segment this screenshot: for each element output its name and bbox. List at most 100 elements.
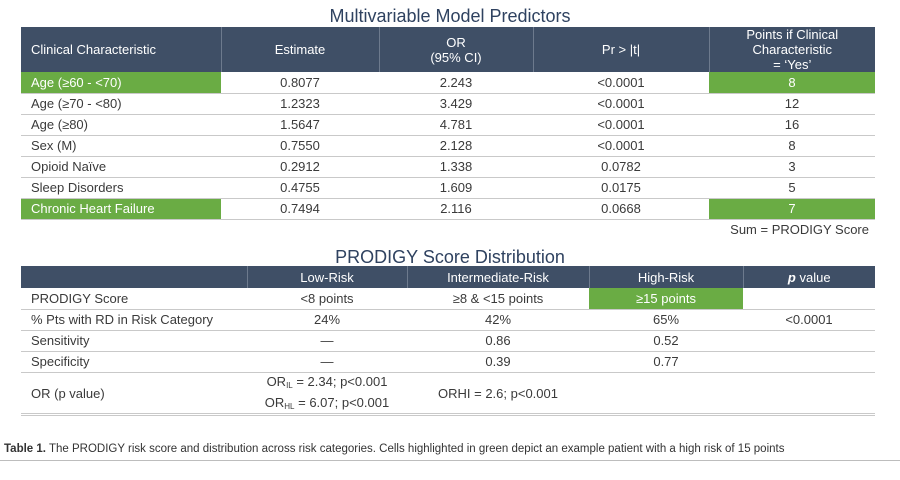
intermediate-cell: ≥8 & <15 points bbox=[407, 288, 589, 310]
or-cell: 3.429 bbox=[379, 93, 533, 115]
low-cell: ORIL = 2.34; p<0.001 ORHL = 6.07; p<0.00… bbox=[247, 372, 407, 416]
table-row: PRODIGY Score <8 points ≥8 & <15 points … bbox=[21, 288, 875, 310]
predictors-header-row: Clinical Characteristic Estimate OR (95% … bbox=[21, 27, 875, 72]
low-cell: 24% bbox=[247, 309, 407, 331]
characteristic-cell: Sex (M) bbox=[21, 135, 221, 157]
estimate-cell: 0.7494 bbox=[221, 198, 379, 220]
high-cell bbox=[589, 372, 743, 416]
p-cell bbox=[743, 288, 875, 310]
header-intermediate-risk: Intermediate-Risk bbox=[407, 266, 590, 288]
low-cell: <8 points bbox=[247, 288, 407, 310]
header-p-value: p value bbox=[743, 266, 875, 288]
or-hl-rest: = 6.07; p<0.001 bbox=[294, 394, 390, 410]
p-cell bbox=[743, 372, 875, 416]
table-caption: Table 1. The PRODIGY risk score and dist… bbox=[4, 443, 784, 455]
estimate-cell: 0.7550 bbox=[221, 135, 379, 157]
table-row: Chronic Heart Failure 0.7494 2.116 0.066… bbox=[21, 198, 875, 220]
points-cell: 3 bbox=[709, 156, 875, 178]
table-row: Opioid Naïve 0.2912 1.338 0.0782 3 bbox=[21, 156, 875, 178]
caption-label: Table 1. bbox=[4, 443, 46, 455]
table-row: Sex (M) 0.7550 2.128 <0.0001 8 bbox=[21, 135, 875, 157]
caption-text: The PRODIGY risk score and distribution … bbox=[45, 443, 785, 455]
or-il-sub: IL bbox=[286, 380, 293, 390]
estimate-cell: 0.2912 bbox=[221, 156, 379, 178]
points-cell: 12 bbox=[709, 93, 875, 115]
header-or-line1: OR bbox=[446, 34, 466, 50]
characteristic-cell: Age (≥80) bbox=[21, 114, 221, 136]
header-points-line1: Points if Clinical Characteristic bbox=[746, 27, 839, 57]
characteristic-cell: Opioid Naïve bbox=[21, 156, 221, 178]
or-cell: 1.338 bbox=[379, 156, 533, 178]
caption-divider bbox=[0, 460, 900, 461]
points-cell: 8 bbox=[709, 72, 875, 94]
table-row: % Pts with RD in Risk Category 24% 42% 6… bbox=[21, 309, 875, 331]
p-cell bbox=[743, 330, 875, 352]
p-cell: <0.0001 bbox=[743, 309, 875, 331]
header-or-line2: (95% CI) bbox=[430, 49, 482, 65]
characteristic-cell: Sleep Disorders bbox=[21, 177, 221, 199]
header-p-italic: p bbox=[787, 269, 796, 285]
low-cell: — bbox=[247, 330, 407, 352]
table2-bottom-divider bbox=[21, 413, 875, 414]
table-row: Specificity — 0.39 0.77 bbox=[21, 351, 875, 373]
row-label: % Pts with RD in Risk Category bbox=[21, 309, 247, 331]
characteristic-cell: Chronic Heart Failure bbox=[21, 198, 221, 220]
header-points: Points if Clinical Characteristic = ‘Yes’ bbox=[709, 27, 875, 72]
characteristic-cell: Age (≥60 - <70) bbox=[21, 72, 221, 94]
or-hl-prefix: OR bbox=[264, 394, 285, 410]
pr-cell: 0.0782 bbox=[533, 156, 709, 178]
high-cell: 0.52 bbox=[589, 330, 743, 352]
sum-label: Sum = PRODIGY Score bbox=[730, 222, 869, 238]
header-estimate: Estimate bbox=[221, 27, 380, 72]
header-p-rest: value bbox=[795, 269, 831, 285]
sum-row: Sum = PRODIGY Score bbox=[21, 219, 875, 240]
table-row: Age (≥80) 1.5647 4.781 <0.0001 16 bbox=[21, 114, 875, 136]
header-pr: Pr > |t| bbox=[533, 27, 710, 72]
table-row: Age (≥60 - <70) 0.8077 2.243 <0.0001 8 bbox=[21, 72, 875, 94]
estimate-cell: 1.2323 bbox=[221, 93, 379, 115]
points-cell: 16 bbox=[709, 114, 875, 136]
or-cell: 2.243 bbox=[379, 72, 533, 94]
pr-cell: <0.0001 bbox=[533, 72, 709, 94]
low-cell: — bbox=[247, 351, 407, 373]
table-row: Sleep Disorders 0.4755 1.609 0.0175 5 bbox=[21, 177, 875, 199]
characteristic-cell: Age (≥70 - <80) bbox=[21, 93, 221, 115]
row-label: OR (p value) bbox=[21, 372, 247, 416]
intermediate-cell: ORHI = 2.6; p<0.001 bbox=[407, 372, 589, 416]
table-row: Sensitivity — 0.86 0.52 bbox=[21, 330, 875, 352]
intermediate-cell: 42% bbox=[407, 309, 589, 331]
or-cell: 2.128 bbox=[379, 135, 533, 157]
header-points-line2: = ‘Yes’ bbox=[773, 57, 812, 72]
table1-title: Multivariable Model Predictors bbox=[329, 6, 571, 26]
pr-cell: 0.0175 bbox=[533, 177, 709, 199]
pr-cell: 0.0668 bbox=[533, 198, 709, 220]
or-il-rest: = 2.34; p<0.001 bbox=[292, 373, 388, 389]
table-row: Age (≥70 - <80) 1.2323 3.429 <0.0001 12 bbox=[21, 93, 875, 115]
high-cell: ≥15 points bbox=[589, 288, 743, 310]
points-cell: 5 bbox=[709, 177, 875, 199]
intermediate-cell: 0.86 bbox=[407, 330, 589, 352]
or-cell: 2.116 bbox=[379, 198, 533, 220]
points-cell: 7 bbox=[709, 198, 875, 220]
pr-cell: <0.0001 bbox=[533, 135, 709, 157]
high-cell: 65% bbox=[589, 309, 743, 331]
or-il-prefix: OR bbox=[266, 373, 287, 389]
header-or: OR (95% CI) bbox=[379, 27, 534, 72]
or-hl-sub: HL bbox=[284, 401, 295, 411]
header-clinical-characteristic: Clinical Characteristic bbox=[21, 27, 222, 72]
estimate-cell: 1.5647 bbox=[221, 114, 379, 136]
table2-title: PRODIGY Score Distribution bbox=[335, 247, 565, 267]
pr-cell: <0.0001 bbox=[533, 114, 709, 136]
pr-cell: <0.0001 bbox=[533, 93, 709, 115]
header-blank bbox=[21, 266, 248, 288]
row-label: Sensitivity bbox=[21, 330, 247, 352]
p-cell bbox=[743, 351, 875, 373]
estimate-cell: 0.8077 bbox=[221, 72, 379, 94]
row-label: PRODIGY Score bbox=[21, 288, 247, 310]
or-cell: 4.781 bbox=[379, 114, 533, 136]
intermediate-cell: 0.39 bbox=[407, 351, 589, 373]
or-cell: 1.609 bbox=[379, 177, 533, 199]
distribution-header-row: Low-Risk Intermediate-Risk High-Risk p v… bbox=[21, 266, 875, 288]
header-high-risk: High-Risk bbox=[589, 266, 744, 288]
distribution-table: Low-Risk Intermediate-Risk High-Risk p v… bbox=[21, 266, 875, 416]
